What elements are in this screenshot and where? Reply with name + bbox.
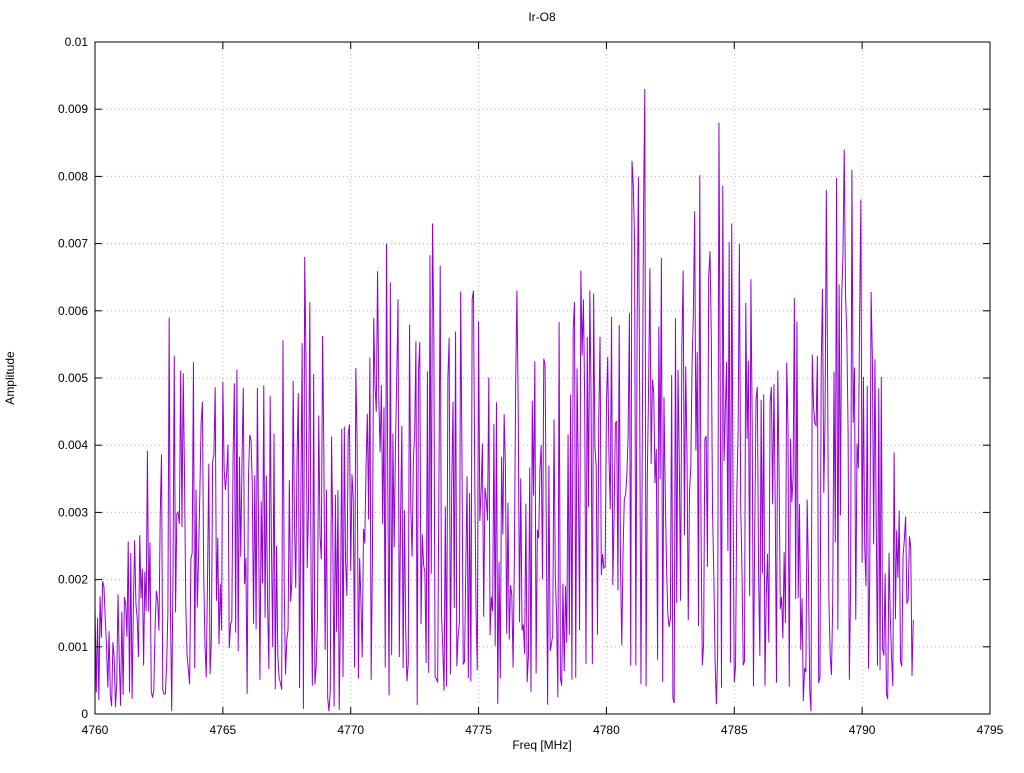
x-tick-label: 4760	[82, 723, 109, 737]
y-tick-label: 0.002	[58, 573, 88, 587]
spectrum-line	[94, 89, 914, 712]
y-tick-label: 0.006	[58, 304, 88, 318]
tick-layer	[94, 41, 991, 715]
x-tick-label: 4795	[977, 723, 1004, 737]
y-tick-label: 0.01	[65, 35, 89, 49]
y-tick-label: 0.003	[58, 505, 88, 519]
y-tick-label: 0.008	[58, 169, 88, 183]
x-axis-label: Freq [MHz]	[512, 738, 571, 752]
series-layer	[94, 89, 914, 712]
chart-title: Ir-O8	[528, 10, 556, 24]
y-tick-label: 0.005	[58, 371, 88, 385]
grid-layer	[94, 41, 991, 715]
y-tick-label: 0.009	[58, 102, 88, 116]
y-axis-label: Amplitude	[3, 351, 17, 405]
y-tick-label: 0.007	[58, 237, 88, 251]
x-tick-label: 4775	[465, 723, 492, 737]
x-tick-label: 4785	[721, 723, 748, 737]
y-tick-label: 0.001	[58, 640, 88, 654]
y-tick-label: 0.004	[58, 438, 88, 452]
y-tick-label: 0	[81, 707, 88, 721]
label-layer: 4760 4765 4770 4775 4780 4785 4790 4795 0 0.001 0.…	[58, 35, 1004, 737]
x-tick-label: 4765	[210, 723, 237, 737]
x-tick-label: 4780	[593, 723, 620, 737]
x-tick-label: 4770	[337, 723, 364, 737]
x-tick-label: 4790	[849, 723, 876, 737]
